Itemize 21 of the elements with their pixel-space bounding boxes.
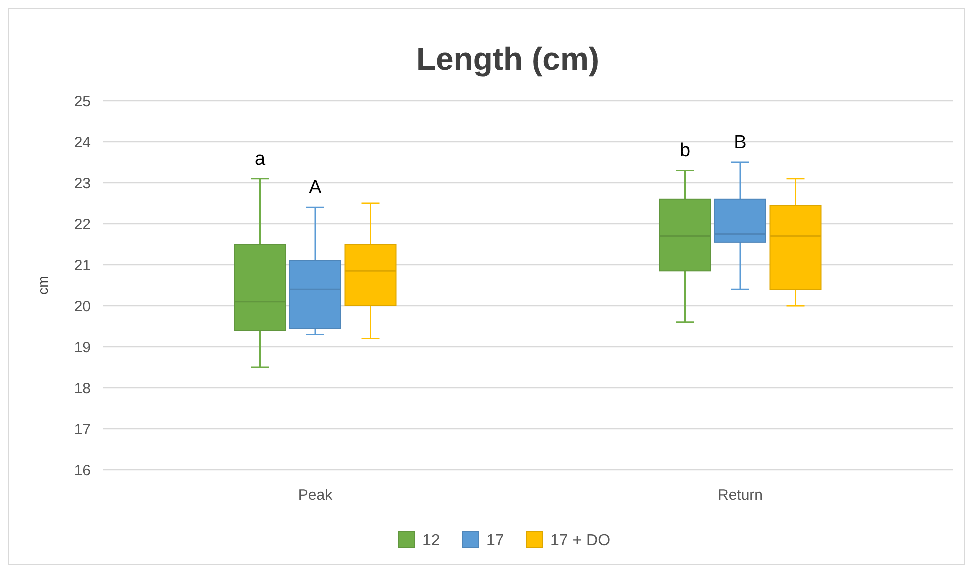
y-tick-label: 24 (74, 134, 91, 152)
legend-label: 17 + DO (550, 532, 611, 550)
y-tick-label: 16 (74, 462, 91, 480)
legend-label: 17 (486, 532, 504, 550)
annotation: B (734, 132, 747, 154)
y-axis-title: cm (35, 276, 51, 295)
y-tick-label: 18 (74, 380, 91, 398)
x-tick-label: Return (718, 487, 764, 504)
y-tick-label: 23 (74, 175, 91, 192)
y-tick-label: 25 (74, 93, 91, 110)
legend-label: 12 (422, 532, 440, 550)
y-tick-label: 20 (74, 298, 91, 316)
x-tick-label: Peak (298, 487, 334, 504)
y-tick-label: 19 (74, 339, 91, 356)
annotation: b (680, 140, 691, 162)
y-tick-label: 17 (74, 421, 91, 438)
y-tick-label: 22 (74, 216, 91, 234)
annotation: A (309, 178, 322, 199)
chart-title: Length (cm) (416, 41, 600, 77)
y-tick-label: 21 (74, 257, 91, 274)
annotation: a (254, 148, 266, 170)
